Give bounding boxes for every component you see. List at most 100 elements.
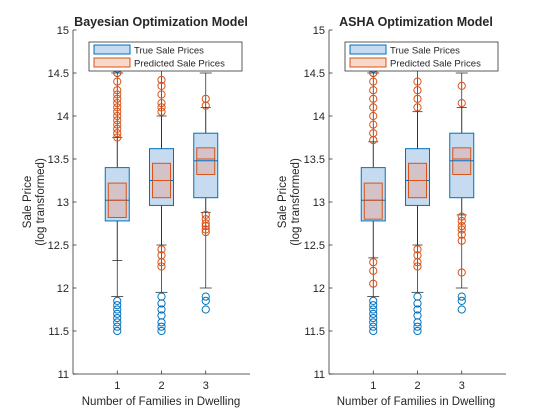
outlier-point-true <box>113 326 122 336</box>
outlier-point-true <box>413 292 422 301</box>
outlier-point-true <box>369 309 378 318</box>
outlier-point-true <box>157 311 166 320</box>
outlier-point-true <box>201 305 210 314</box>
outlier-point-predicted <box>457 225 466 234</box>
legend: True Sale Prices Predicted Sale Prices <box>344 41 499 72</box>
y-tick-label: 14.5 <box>48 68 69 80</box>
y-axis-label-line-2: (log transformed) <box>35 158 47 246</box>
legend-swatch-predicted <box>93 57 131 68</box>
outlier-point-true <box>413 322 422 331</box>
outlier-point-predicted <box>113 124 122 133</box>
outlier-point-true <box>157 305 166 314</box>
outlier-point-predicted <box>113 99 122 108</box>
outlier-point-true <box>113 301 122 310</box>
outlier-point-predicted <box>201 228 210 237</box>
y-tick-label: 11.5 <box>304 326 325 338</box>
outlier-point-predicted <box>369 266 378 275</box>
y-tick-label: 13.5 <box>48 154 69 166</box>
outlier-point-true <box>113 314 122 323</box>
outlier-point-predicted <box>113 133 122 142</box>
outlier-point-predicted <box>413 77 422 86</box>
x-tick-label: 1 <box>370 380 376 392</box>
y-tick-label: 14 <box>313 111 325 123</box>
legend-label-true: True Sale Prices <box>134 46 204 57</box>
x-tick-label: 3 <box>459 380 465 392</box>
outlier-point-true <box>113 296 122 305</box>
outlier-point-predicted <box>369 77 378 86</box>
outlier-point-predicted <box>113 116 122 125</box>
outlier-point-true <box>369 322 378 331</box>
outlier-point-predicted <box>369 111 378 121</box>
x-axis-label: Number of Families in Dwelling <box>82 396 241 408</box>
y-tick-label: 11 <box>58 369 69 381</box>
outlier-point-predicted <box>457 212 466 221</box>
outlier-point-true <box>201 292 210 301</box>
outlier-point-predicted <box>413 103 422 112</box>
x-tick-label: 2 <box>414 380 420 392</box>
legend-label-true: True Sale Prices <box>390 46 460 57</box>
box-predicted <box>363 182 383 220</box>
outlier-point-predicted <box>201 225 210 234</box>
outlier-point-predicted <box>201 219 210 228</box>
x-axis-label: Number of Families in Dwelling <box>337 396 496 408</box>
outlier-point-predicted <box>457 216 466 226</box>
outlier-point-predicted <box>113 120 122 129</box>
legend-swatch-predicted <box>349 57 387 68</box>
x-tick-label: 1 <box>114 380 120 392</box>
outlier-point-predicted <box>113 94 122 103</box>
outlier-point-predicted <box>157 81 166 91</box>
legend-label-predicted: Predicted Sale Prices <box>390 59 481 70</box>
outlier-point-true <box>369 305 378 314</box>
outlier-point-predicted <box>457 236 466 245</box>
outlier-point-predicted <box>413 94 422 103</box>
y-tick-label: 12.5 <box>48 240 69 252</box>
outlier-point-true <box>369 301 378 310</box>
outlier-point-true <box>369 314 378 323</box>
x-tick-label: 2 <box>158 380 164 392</box>
legend: True Sale Prices Predicted Sale Prices <box>88 41 243 72</box>
outlier-point-predicted <box>413 86 422 95</box>
outlier-point-true <box>369 318 378 327</box>
outlier-point-predicted <box>369 258 378 267</box>
outlier-point-predicted <box>113 111 122 121</box>
outlier-point-predicted <box>457 99 466 108</box>
y-tick-label: 11 <box>314 369 325 381</box>
outlier-point-true <box>157 322 166 331</box>
outlier-point-predicted <box>457 268 466 277</box>
outlier-point-true <box>413 326 422 336</box>
legend-swatch-true <box>349 44 387 55</box>
outlier-point-predicted <box>113 103 122 112</box>
outlier-point-true <box>457 305 466 314</box>
y-axis-label: Sale Price (log transformed) <box>22 158 47 246</box>
outlier-point-predicted <box>157 90 166 99</box>
outlier-point-true <box>413 311 422 320</box>
outlier-point-predicted <box>201 215 210 224</box>
outlier-point-predicted <box>413 251 422 260</box>
outlier-point-true <box>457 292 466 301</box>
chart-title: Bayesian Optimization Model <box>74 15 248 29</box>
outlier-point-predicted <box>369 129 378 138</box>
y-axis-label-line-1: Sale Price <box>22 176 34 228</box>
outlier-point-predicted <box>369 86 378 95</box>
outlier-point-predicted <box>369 94 378 103</box>
outlier-point-predicted <box>369 103 378 112</box>
chart-panel-bayesian: Bayesian Optimization Model Number of Fa… <box>22 15 250 408</box>
outlier-point-predicted <box>157 245 166 254</box>
outlier-point-predicted <box>369 120 378 129</box>
y-tick-label: 12.5 <box>304 240 325 252</box>
y-tick-label: 11.5 <box>48 326 69 338</box>
outlier-point-true <box>157 292 166 301</box>
y-tick-label: 13 <box>313 197 325 209</box>
outlier-point-predicted <box>369 279 378 288</box>
y-axis-label-line-1: Sale Price <box>277 176 289 228</box>
outlier-point-predicted <box>113 129 122 138</box>
outlier-point-predicted <box>457 221 466 231</box>
outlier-point-predicted <box>457 81 466 91</box>
y-axis-label-line-2: (log transformed) <box>290 158 302 246</box>
y-tick-label: 12 <box>313 283 325 295</box>
outlier-point-predicted <box>157 103 166 112</box>
legend-swatch-true <box>93 44 131 55</box>
outlier-point-predicted <box>157 262 166 271</box>
outlier-point-predicted <box>157 99 166 108</box>
